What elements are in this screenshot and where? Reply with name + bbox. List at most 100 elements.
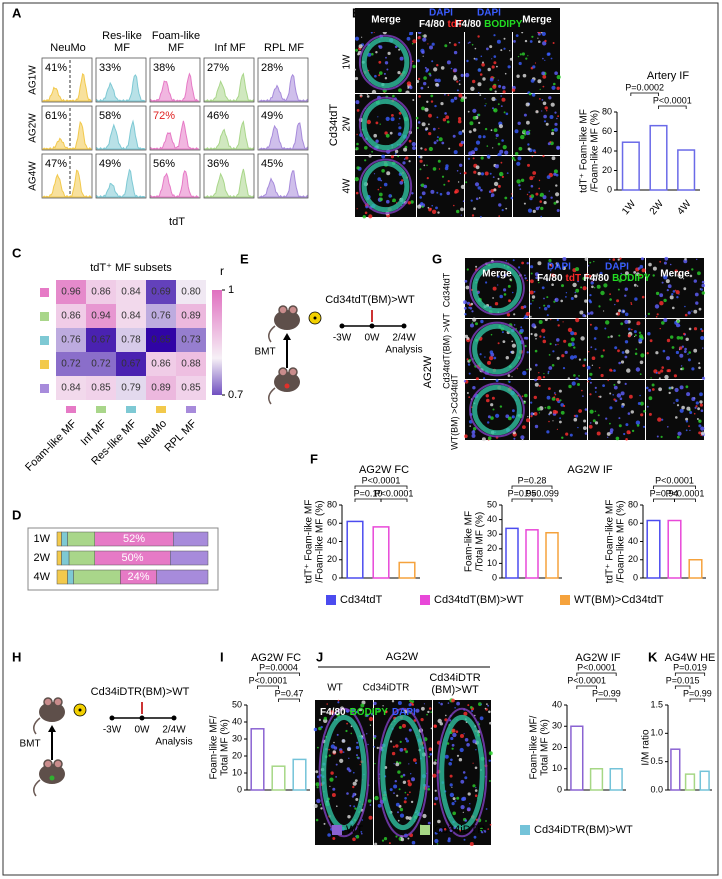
micrograph-speck — [612, 258, 616, 261]
micrograph-speck — [589, 422, 592, 424]
cell-label: 0.89 — [151, 383, 171, 394]
micrograph-speck — [511, 415, 515, 419]
micrograph-speck — [486, 154, 491, 159]
micrograph-speck — [544, 106, 548, 110]
micrograph-speck — [513, 159, 516, 162]
heatmap-cell — [86, 328, 116, 352]
micrograph-speck — [563, 404, 566, 408]
micrograph-speck — [427, 86, 429, 88]
micrograph-speck — [480, 55, 483, 58]
heatmap-cell — [56, 328, 86, 352]
micrograph-speck — [641, 295, 645, 299]
micrograph-speck — [428, 146, 433, 152]
micrograph-speck — [485, 820, 487, 822]
micrograph-speck — [658, 387, 662, 392]
micrograph-speck — [528, 133, 531, 135]
micrograph-speck — [390, 117, 395, 122]
micrograph-speck — [475, 322, 478, 326]
micrograph-speck — [467, 42, 470, 44]
micrograph-speck — [577, 383, 580, 386]
micrograph-speck — [636, 272, 640, 277]
cell-label: 0.84 — [121, 287, 141, 298]
micrograph-speck — [553, 392, 556, 394]
micrograph-speck — [573, 374, 576, 377]
micrograph-speck — [542, 155, 545, 158]
micrograph-speck — [346, 792, 349, 795]
micrograph-speck — [509, 50, 511, 52]
micrograph-speck — [596, 284, 601, 289]
micrograph-speck — [526, 368, 528, 371]
micrograph-speck — [497, 103, 500, 106]
micrograph-speck — [602, 384, 605, 387]
micrograph-speck — [583, 419, 587, 423]
micrograph-speck — [431, 204, 434, 207]
significance-bracket — [511, 498, 533, 502]
micrograph-speck — [425, 69, 429, 73]
micrograph-speck — [453, 50, 458, 55]
micrograph-speck — [336, 733, 339, 736]
micrograph-speck — [356, 133, 358, 136]
micrograph-speck — [528, 367, 532, 371]
micrograph-speck — [494, 164, 499, 169]
micrograph-speck — [406, 739, 409, 743]
micrograph-speck — [402, 723, 406, 728]
micrograph-speck — [445, 714, 447, 717]
micrograph-speck — [474, 147, 478, 151]
micrograph-speck — [532, 413, 535, 415]
micrograph-speck — [459, 747, 464, 753]
micrograph-speck — [568, 384, 572, 389]
micrograph-speck — [582, 276, 586, 281]
p-value: P=0.99 — [683, 688, 712, 698]
legend-label: Cd34iDTR(BM)>WT — [534, 824, 633, 836]
arrowhead — [48, 725, 56, 732]
mouse-body — [274, 310, 300, 330]
micrograph-speck — [426, 164, 428, 167]
micrograph-speck — [538, 187, 541, 190]
cell-label: 0.72 — [61, 359, 81, 370]
micrograph-speck — [471, 150, 475, 155]
micrograph-speck — [428, 113, 432, 118]
micrograph-speck — [547, 372, 550, 374]
micrograph-speck — [591, 285, 594, 289]
micrograph-speck — [451, 786, 453, 788]
micrograph-speck — [474, 789, 478, 792]
y-tick-label: 60 — [327, 518, 337, 528]
micrograph-speck — [337, 701, 340, 704]
micrograph-speck — [423, 184, 428, 189]
micrograph-speck — [350, 732, 353, 735]
micrograph-speck — [640, 257, 644, 261]
micrograph-speck — [447, 702, 450, 704]
micrograph-speck — [639, 360, 644, 365]
micrograph-speck — [352, 792, 357, 797]
micrograph-speck — [469, 842, 474, 846]
micrograph-speck — [437, 211, 440, 214]
micrograph-speck — [435, 82, 439, 87]
micrograph-speck — [554, 71, 558, 75]
micrograph-speck — [416, 127, 419, 129]
micrograph-speck — [530, 184, 534, 188]
micrograph-speck — [589, 300, 592, 304]
micrograph-speck — [477, 82, 482, 87]
cell-label: 0.73 — [181, 335, 201, 346]
micrograph-speck — [320, 725, 323, 729]
micrograph-speck — [693, 279, 697, 283]
micrograph-speck — [556, 209, 560, 212]
micrograph-speck — [589, 409, 594, 414]
micrograph-speck — [592, 419, 596, 423]
micrograph-speck — [559, 399, 562, 402]
micrograph-speck — [394, 152, 397, 155]
micrograph-speck — [681, 345, 684, 348]
micrograph-speck — [674, 387, 679, 393]
micrograph-speck — [369, 724, 372, 726]
micrograph-speck — [562, 266, 566, 271]
micrograph-speck — [445, 164, 449, 168]
micrograph-speck — [542, 339, 547, 344]
micrograph-speck — [347, 747, 351, 752]
micrograph-speck — [336, 713, 341, 717]
micrograph-speck — [530, 412, 534, 416]
micrograph-speck — [577, 426, 579, 429]
y-tick-label: 0 — [237, 784, 242, 794]
micrograph-speck — [535, 276, 538, 280]
micrograph-speck — [525, 311, 530, 317]
micrograph-speck — [529, 302, 532, 305]
